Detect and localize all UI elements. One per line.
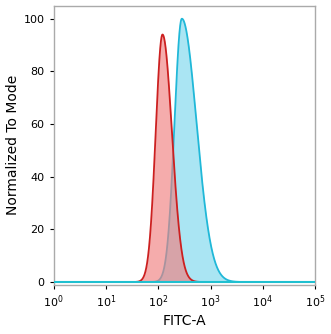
Y-axis label: Normalized To Mode: Normalized To Mode — [6, 75, 20, 215]
X-axis label: FITC-A: FITC-A — [163, 314, 206, 328]
